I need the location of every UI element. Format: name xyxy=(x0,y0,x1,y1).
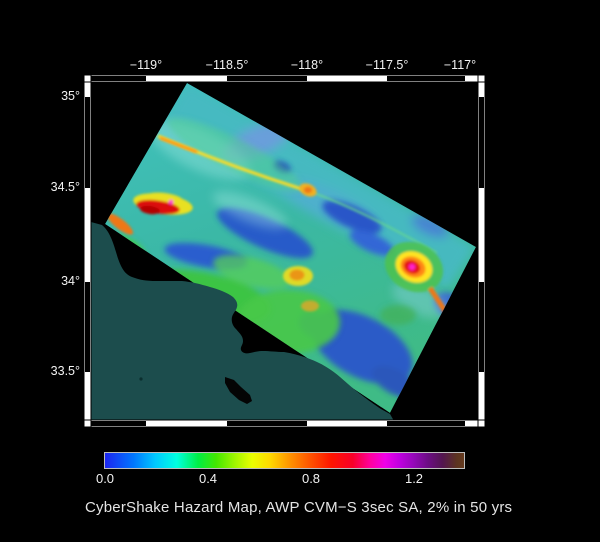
colorbar-tick-label: 0.8 xyxy=(301,471,321,486)
colorbar-tick-label: 0.0 xyxy=(95,471,115,486)
yellow-hazard-spots xyxy=(283,266,319,312)
lon-tick-label: −118.5° xyxy=(205,58,249,72)
lon-tick-label: −118° xyxy=(290,58,324,72)
colorbar xyxy=(104,452,465,469)
lat-tick-label: 34° xyxy=(61,274,80,288)
colorbar-tick-label: 1.2 xyxy=(404,471,424,486)
west-hotspot xyxy=(107,192,193,235)
lon-tick-label: −119° xyxy=(129,58,163,72)
catalina-island xyxy=(225,377,252,404)
map-frame xyxy=(83,74,486,428)
figure-caption: CyberShake Hazard Map, AWP CVM−S 3sec SA… xyxy=(85,499,513,516)
lat-tick-label: 34.5° xyxy=(50,180,80,194)
lon-tick-label: −117.5° xyxy=(365,58,409,72)
lat-tick-label: 33.5° xyxy=(50,364,80,378)
lat-tick-label: 35° xyxy=(61,89,80,103)
ocean xyxy=(91,222,394,420)
lon-tick-label: −117° xyxy=(443,58,477,72)
colorbar-tick-label: 0.4 xyxy=(198,471,218,486)
hazard-raster-region xyxy=(91,83,476,420)
islet-dot xyxy=(139,377,143,381)
